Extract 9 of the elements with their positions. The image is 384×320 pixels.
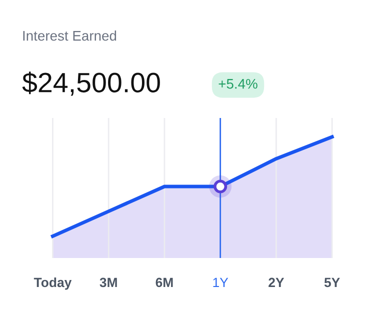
x-tick-label: 5Y bbox=[324, 278, 340, 288]
x-tick-label: 3M bbox=[100, 278, 117, 288]
x-tick-label: 6M bbox=[156, 278, 173, 288]
x-tick-label: 2Y bbox=[268, 278, 284, 288]
chart-title: Interest Earned bbox=[23, 30, 116, 41]
text: +5.4% bbox=[218, 78, 258, 89]
chart-subtitle: $24,500.00 bbox=[22, 72, 160, 96]
x-tick-label: 1Y bbox=[213, 278, 228, 288]
x-tick-label: Today bbox=[34, 277, 72, 290]
